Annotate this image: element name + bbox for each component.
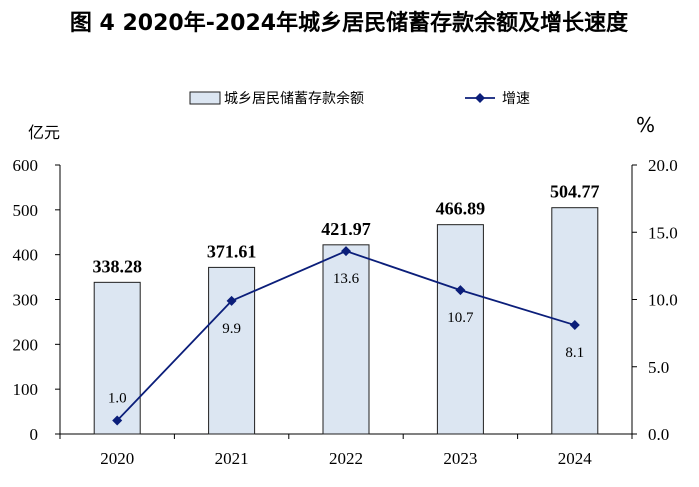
growth-line-series	[112, 246, 580, 426]
growth-point-2023	[455, 285, 466, 296]
legend-bar-label: 城乡居民储蓄存款余额	[224, 90, 364, 107]
chart-title: 图 4 2020年-2024年城乡居民储蓄存款余额及增长速度	[70, 10, 629, 36]
bar-2023	[436, 224, 484, 435]
bar-label-2020: 338.28	[92, 256, 142, 276]
growth-label-2022: 13.6	[333, 271, 360, 287]
bar-series	[93, 207, 599, 435]
bar-label-2022: 421.97	[321, 219, 371, 239]
growth-value-labels: 1.0 9.9 13.6 10.7 8.1	[108, 271, 584, 406]
legend-line-marker	[475, 93, 485, 103]
growth-point-2020	[112, 415, 123, 426]
left-tick-label: 400	[13, 246, 39, 265]
growth-point-2024	[569, 320, 580, 331]
legend: 城乡居民储蓄存款余额 增速	[189, 90, 530, 107]
left-tick-label: 200	[13, 335, 39, 354]
x-tick-label: 2020	[100, 449, 134, 468]
growth-point-2021	[226, 295, 237, 306]
bar-2022	[322, 244, 370, 435]
left-tick-label: 500	[13, 201, 39, 220]
bar-value-labels: 338.28 371.61 421.97 466.89 504.77	[92, 182, 599, 277]
right-tick-label: 20.0	[648, 156, 678, 175]
growth-label-2020: 1.0	[108, 391, 127, 407]
bar-label-2023: 466.89	[436, 199, 486, 219]
bar-2020	[93, 281, 141, 435]
growth-label-2024: 8.1	[565, 345, 584, 361]
x-tick-label: 2021	[215, 449, 249, 468]
x-axis-ticks: 2020 2021 2022 2023 2024	[59, 434, 633, 468]
right-axis-ticks: 0.0 5.0 10.0 15.0 20.0	[632, 156, 678, 444]
growth-label-2023: 10.7	[447, 310, 474, 326]
right-tick-label: 15.0	[648, 223, 678, 242]
left-tick-label: 0	[30, 425, 39, 444]
growth-point-2022	[341, 246, 351, 257]
right-tick-label: 0.0	[648, 425, 669, 444]
legend-line-label: 增速	[502, 91, 530, 107]
right-tick-label: 10.0	[648, 291, 678, 310]
legend-bar-swatch	[189, 91, 221, 105]
right-tick-label: 5.0	[648, 358, 669, 377]
bar-label-2024: 504.77	[550, 182, 600, 202]
left-tick-label: 100	[13, 380, 39, 399]
bar-2021	[208, 266, 256, 435]
x-tick-label: 2022	[329, 449, 363, 468]
x-tick-label: 2024	[558, 449, 593, 468]
growth-label-2021: 9.9	[222, 321, 241, 337]
right-axis-unit: %	[636, 113, 655, 137]
left-axis-unit: 亿元	[28, 123, 60, 142]
bar-label-2021: 371.61	[207, 241, 257, 261]
left-tick-label: 300	[13, 291, 39, 310]
x-tick-label: 2023	[443, 449, 477, 468]
left-tick-label: 600	[13, 156, 39, 175]
left-axis-ticks: 0 100 200 300 400 500 600	[13, 156, 60, 444]
